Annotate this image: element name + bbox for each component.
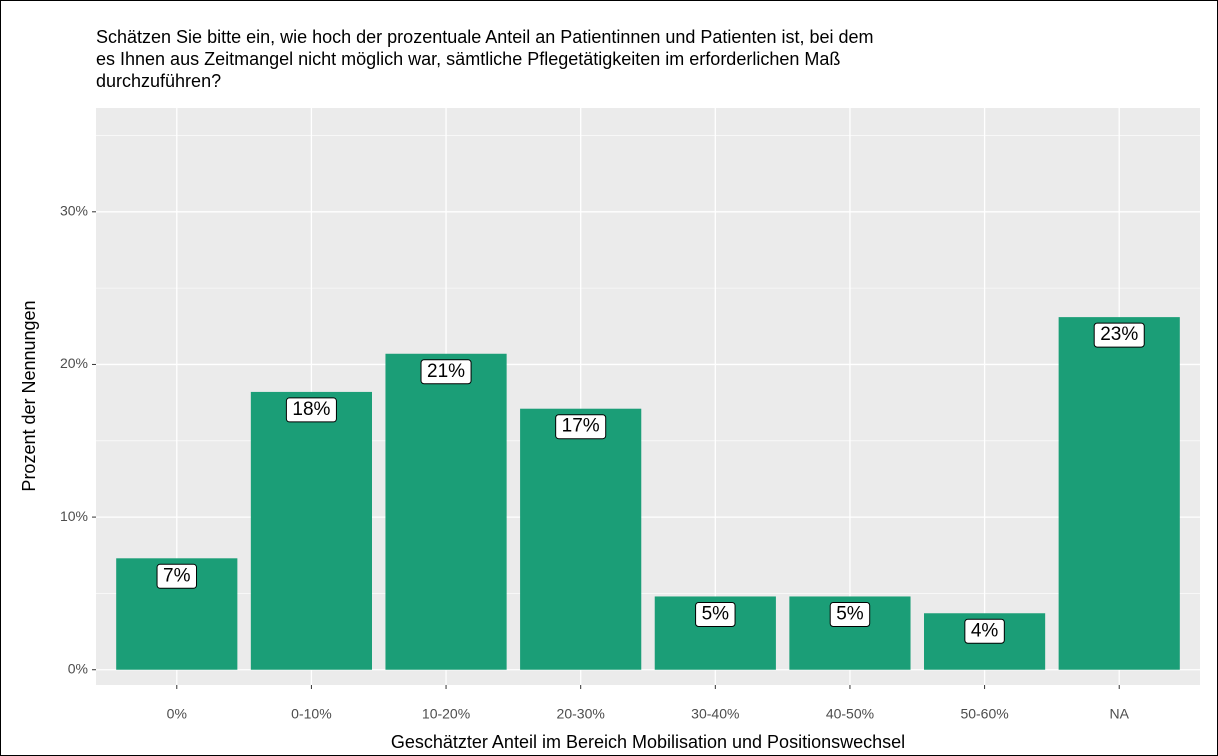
x-tick-label: 50-60%: [960, 706, 1008, 722]
x-tick-label: 0-10%: [291, 706, 331, 722]
x-axis-label: Geschätzter Anteil im Bereich Mobilisati…: [391, 732, 905, 752]
value-label-box: [285, 397, 337, 423]
x-tick-label: 40-50%: [826, 706, 874, 722]
x-tick-label: NA: [1109, 706, 1129, 722]
value-label: 17%: [562, 416, 600, 437]
value-label: 5%: [702, 603, 730, 624]
chart-title: es Ihnen aus Zeitmangel nicht möglich wa…: [96, 49, 840, 69]
value-label: 7%: [163, 565, 191, 586]
bar: [520, 408, 642, 670]
x-tick-label: 0%: [167, 706, 187, 722]
value-label-box: [555, 414, 607, 440]
bar: [385, 353, 507, 670]
value-label-box: [420, 359, 472, 385]
y-axis-label: Prozent der Nennungen: [19, 300, 39, 491]
chart-title: durchzuführen?: [96, 71, 221, 91]
y-tick-label: 10%: [60, 508, 88, 524]
value-label-box: [829, 601, 871, 627]
bar: [250, 391, 372, 670]
value-label: 18%: [292, 399, 330, 420]
value-label: 21%: [427, 361, 465, 382]
value-label: 5%: [836, 603, 864, 624]
x-tick-label: 30-40%: [691, 706, 739, 722]
chart-title: Schätzen Sie bitte ein, wie hoch der pro…: [96, 27, 874, 47]
value-label: 4%: [971, 620, 999, 641]
value-label-box: [1093, 322, 1145, 348]
y-tick-label: 30%: [60, 203, 88, 219]
value-label-box: [695, 601, 736, 627]
value-label-box: [156, 563, 198, 589]
value-label-box: [964, 618, 1005, 644]
y-tick-label: 20%: [60, 355, 88, 371]
bar: [1058, 317, 1180, 670]
value-label: 23%: [1100, 324, 1138, 345]
x-tick-label: 10-20%: [422, 706, 470, 722]
x-tick-label: 20-30%: [557, 706, 605, 722]
y-tick-label: 0%: [68, 660, 88, 676]
